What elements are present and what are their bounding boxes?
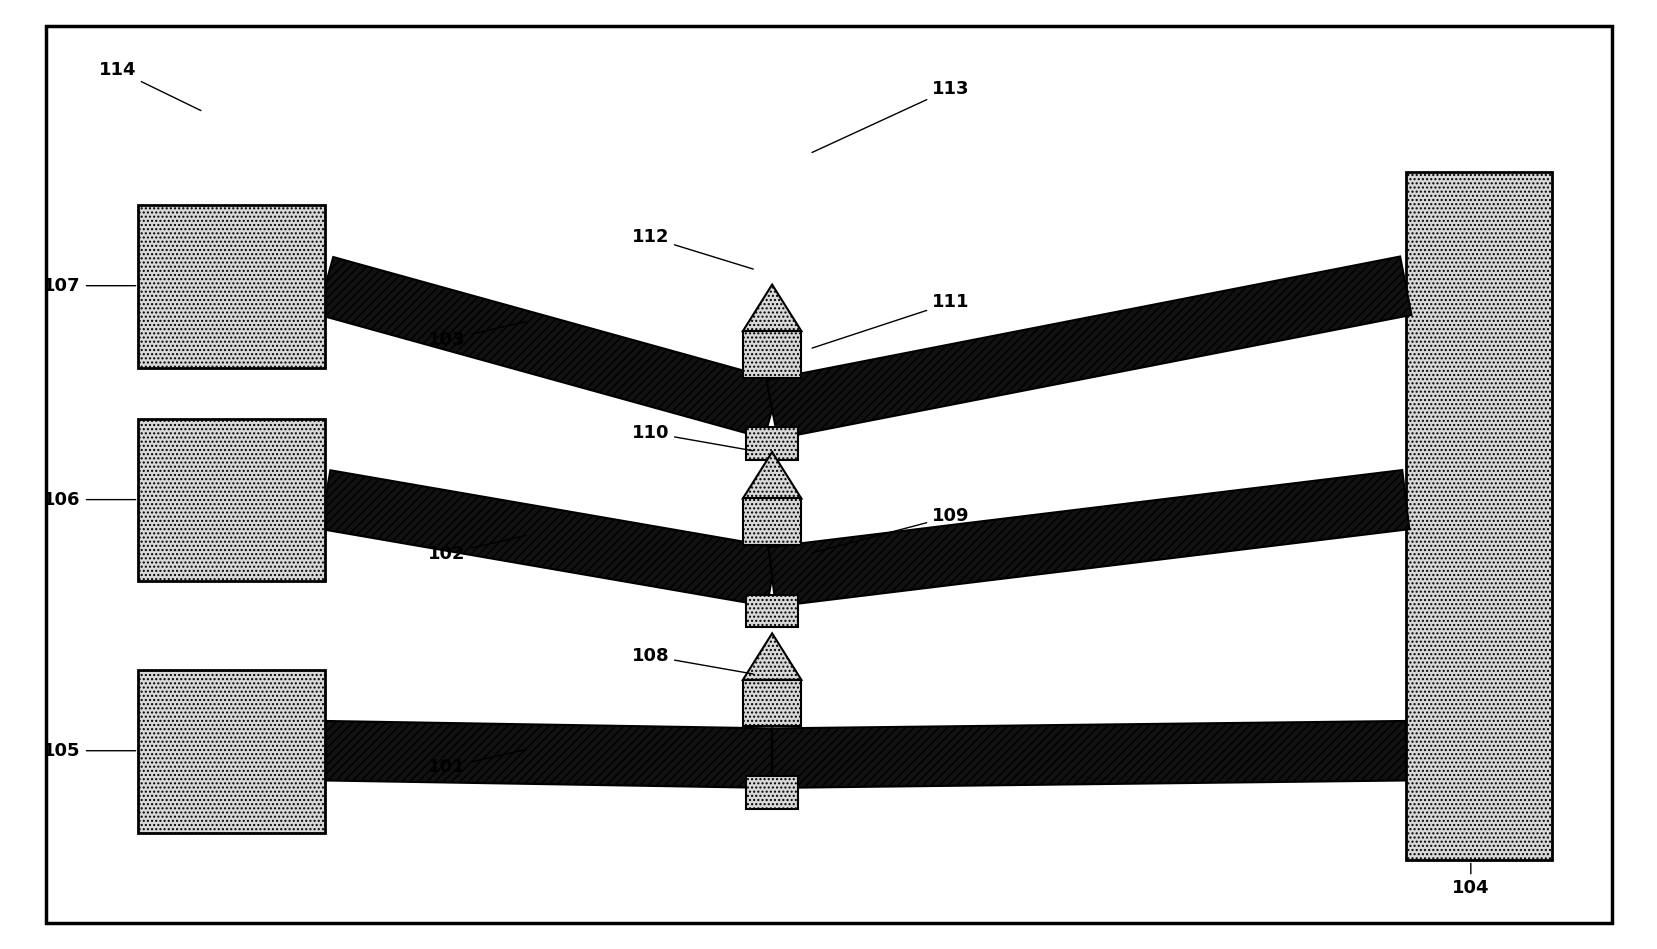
Text: 112: 112 <box>631 229 752 270</box>
Polygon shape <box>746 776 797 809</box>
Text: 110: 110 <box>631 423 752 451</box>
Polygon shape <box>771 721 1405 788</box>
Bar <box>139 419 325 582</box>
Bar <box>139 205 325 367</box>
Text: 103: 103 <box>428 322 525 348</box>
Polygon shape <box>325 721 772 788</box>
Bar <box>1405 173 1551 861</box>
Polygon shape <box>742 633 800 679</box>
Polygon shape <box>742 679 800 726</box>
Text: 113: 113 <box>812 80 969 153</box>
Text: 114: 114 <box>98 61 200 111</box>
Text: 106: 106 <box>43 491 136 509</box>
Polygon shape <box>742 452 800 498</box>
Polygon shape <box>769 470 1408 606</box>
Polygon shape <box>766 256 1410 438</box>
Text: 111: 111 <box>812 293 969 348</box>
Bar <box>139 670 325 832</box>
Text: 105: 105 <box>43 742 136 760</box>
Text: 107: 107 <box>43 277 136 295</box>
Text: 102: 102 <box>428 535 525 563</box>
Polygon shape <box>746 595 797 627</box>
Polygon shape <box>742 331 800 378</box>
Text: 101: 101 <box>428 750 525 776</box>
Text: 108: 108 <box>631 647 752 674</box>
Text: 104: 104 <box>1452 864 1488 898</box>
Polygon shape <box>742 285 800 331</box>
Text: 109: 109 <box>812 508 969 553</box>
Polygon shape <box>316 257 779 438</box>
Polygon shape <box>742 498 800 545</box>
Polygon shape <box>320 471 777 606</box>
Polygon shape <box>746 427 797 460</box>
